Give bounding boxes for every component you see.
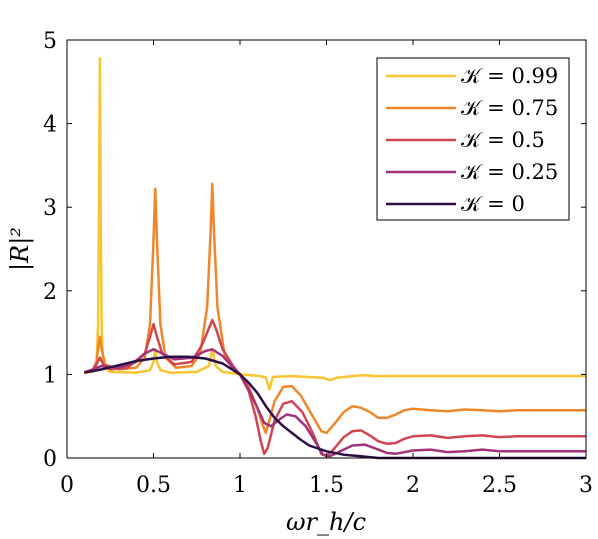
y-tick-label: 3 — [43, 196, 57, 221]
legend-label: 𝒦 = 0.5 — [461, 128, 545, 152]
legend-label: 𝒦 = 0.99 — [461, 64, 558, 88]
x-tick-label: 0.5 — [136, 473, 171, 498]
x-tick-label: 2.5 — [482, 473, 517, 498]
x-axis-label: ωr_h/c — [286, 508, 366, 536]
y-tick-label: 1 — [43, 363, 57, 388]
y-axis-label: |R|² — [6, 227, 35, 271]
x-tick-label: 0 — [60, 473, 74, 498]
y-tick-label: 5 — [43, 29, 57, 54]
y-tick-label: 0 — [43, 447, 57, 472]
tick-layer: 0 0.5 1 1.5 2 2.5 3 0 1 2 3 4 5 — [43, 29, 593, 498]
legend-label: 𝒦 = 0.75 — [461, 96, 558, 120]
series-line-4 — [84, 355, 586, 460]
series-layer — [83, 57, 586, 460]
legend: 𝒦 = 0.99 𝒦 = 0.75 𝒦 = 0.5 𝒦 = 0.25 𝒦 = 0 — [376, 57, 570, 221]
series-line-0 — [84, 57, 586, 391]
x-tick-label: 1 — [233, 473, 247, 498]
y-tick-label: 2 — [43, 280, 57, 305]
x-tick-label: 1.5 — [309, 473, 344, 498]
x-tick-label: 3 — [579, 473, 593, 498]
legend-label: 𝒦 = 0 — [461, 192, 525, 216]
series-line-3 — [83, 348, 586, 458]
y-tick-label: 4 — [43, 113, 57, 138]
series-line-2 — [83, 318, 586, 458]
legend-label: 𝒦 = 0.25 — [461, 160, 558, 184]
x-tick-label: 2 — [406, 473, 420, 498]
